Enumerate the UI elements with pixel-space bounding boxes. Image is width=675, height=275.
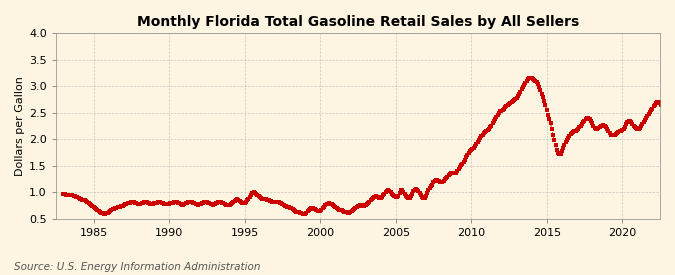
Y-axis label: Dollars per Gallon: Dollars per Gallon [15, 76, 25, 176]
Title: Monthly Florida Total Gasoline Retail Sales by All Sellers: Monthly Florida Total Gasoline Retail Sa… [137, 15, 579, 29]
Text: Source: U.S. Energy Information Administration: Source: U.S. Energy Information Administ… [14, 262, 260, 272]
